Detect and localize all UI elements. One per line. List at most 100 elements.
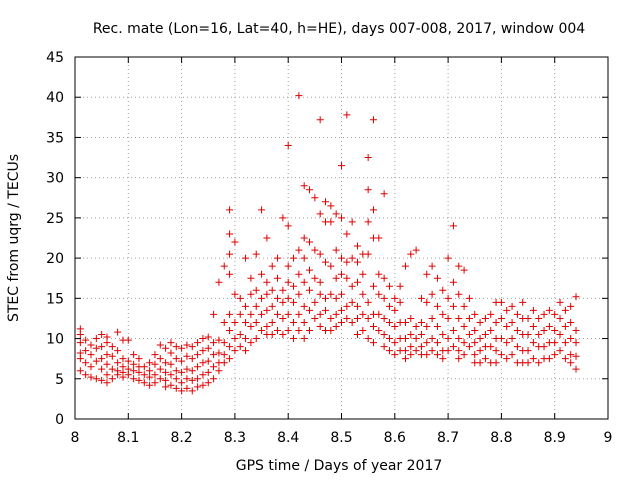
data-point xyxy=(401,318,409,326)
data-point xyxy=(172,375,180,383)
data-point xyxy=(529,306,537,314)
y-tick-labels: 0 5 10 15 20 25 30 35 40 45 xyxy=(46,50,64,428)
data-point xyxy=(508,302,516,310)
data-point xyxy=(428,335,436,343)
data-point xyxy=(343,314,351,322)
data-point xyxy=(503,306,511,314)
data-point xyxy=(540,310,548,318)
y-tick-label: 15 xyxy=(46,291,64,307)
data-point xyxy=(407,331,415,339)
data-point xyxy=(167,371,175,379)
data-point xyxy=(556,347,564,355)
data-point xyxy=(327,314,335,322)
data-point xyxy=(380,343,388,351)
data-point xyxy=(497,298,505,306)
data-point xyxy=(369,206,377,214)
data-point xyxy=(226,206,234,214)
data-point xyxy=(524,314,532,322)
data-point xyxy=(242,335,250,343)
data-point xyxy=(545,355,553,363)
data-point xyxy=(503,322,511,330)
data-point xyxy=(306,306,314,314)
data-point xyxy=(311,246,319,254)
data-point xyxy=(417,318,425,326)
data-point xyxy=(103,379,111,387)
data-point xyxy=(460,339,468,347)
data-point xyxy=(188,376,196,384)
data-point xyxy=(194,339,202,347)
data-point xyxy=(391,306,399,314)
data-point xyxy=(343,258,351,266)
data-point xyxy=(385,335,393,343)
data-point xyxy=(215,336,223,344)
data-point xyxy=(529,355,537,363)
data-point xyxy=(236,343,244,351)
y-tick-label: 45 xyxy=(46,50,64,66)
data-point xyxy=(204,379,212,387)
data-point xyxy=(151,379,159,387)
data-point xyxy=(167,339,175,347)
data-point xyxy=(231,347,239,355)
data-point xyxy=(338,254,345,262)
data-point xyxy=(82,359,90,367)
data-point xyxy=(76,367,84,375)
data-point xyxy=(311,194,319,202)
data-point xyxy=(529,339,537,347)
data-point xyxy=(359,270,367,278)
data-point xyxy=(274,310,282,318)
data-point xyxy=(210,310,218,318)
data-point xyxy=(279,214,287,222)
data-point xyxy=(252,335,260,343)
data-point xyxy=(236,310,244,318)
data-point xyxy=(215,349,223,357)
x-tick-label: 8 xyxy=(71,430,80,446)
data-point xyxy=(183,341,191,349)
data-point xyxy=(135,376,143,384)
data-point xyxy=(327,327,335,335)
data-point xyxy=(220,318,228,326)
data-point xyxy=(247,310,255,318)
data-point xyxy=(108,375,116,383)
data-point xyxy=(188,343,196,351)
data-point xyxy=(433,302,441,310)
y-tick-label: 40 xyxy=(46,90,64,106)
data-point xyxy=(428,314,436,322)
x-tick-label: 8.3 xyxy=(224,430,246,446)
data-point xyxy=(156,365,164,373)
data-point xyxy=(263,234,271,242)
data-point xyxy=(220,359,228,367)
data-point xyxy=(162,359,170,367)
data-point xyxy=(146,359,154,367)
data-point xyxy=(162,376,170,384)
data-point xyxy=(551,351,559,359)
data-point xyxy=(433,351,441,359)
data-point xyxy=(210,351,218,359)
data-point xyxy=(295,310,303,318)
data-point xyxy=(252,250,260,258)
data-point xyxy=(327,262,335,270)
data-point xyxy=(274,327,282,335)
data-point xyxy=(423,322,431,330)
data-point xyxy=(242,347,250,355)
data-point xyxy=(316,210,324,218)
data-point xyxy=(279,331,287,339)
data-point xyxy=(316,310,324,318)
data-point xyxy=(300,335,308,343)
data-point xyxy=(220,262,228,270)
data-point xyxy=(204,368,212,376)
data-point xyxy=(348,254,356,262)
y-tick-label: 10 xyxy=(46,332,64,348)
data-point xyxy=(343,111,351,119)
data-point xyxy=(439,286,447,294)
data-point xyxy=(338,318,345,326)
y-tick-label: 0 xyxy=(55,412,64,428)
data-point xyxy=(204,357,212,365)
data-point xyxy=(306,238,314,246)
data-point xyxy=(492,359,500,367)
data-point xyxy=(226,355,234,363)
data-point xyxy=(178,344,186,352)
data-point xyxy=(220,351,228,359)
data-point xyxy=(103,351,111,359)
data-point xyxy=(460,302,468,310)
data-point xyxy=(487,343,495,351)
